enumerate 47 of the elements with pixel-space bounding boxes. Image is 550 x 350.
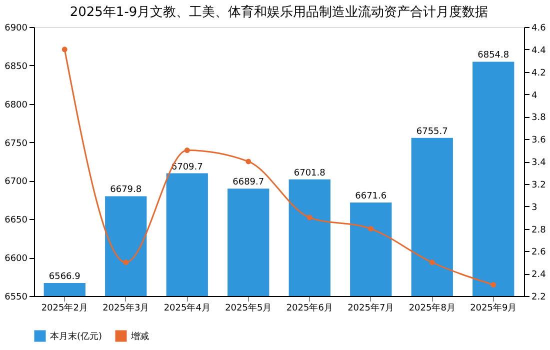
y2-tick-label: 4.2 [532,68,546,78]
y-tick-label: 6750 [4,138,28,149]
y2-tick-label: 3.2 [532,180,546,190]
x-tick-label: 2025年6月 [286,302,333,314]
point [123,260,129,266]
x-tick-label: 2025年5月 [225,302,272,314]
point [306,214,312,220]
y-tick-label: 6850 [4,62,28,72]
y-tick-label: 6800 [4,100,28,110]
y2-tick-label: 3 [532,202,538,213]
data-label: 6671.6 [355,192,387,202]
x-tick-label: 2025年2月 [41,302,88,314]
y2-tick-label: 2.6 [532,248,546,258]
y2-tick-label: 2.2 [532,292,546,302]
y-tick-label: 6600 [4,254,28,264]
x-tick-label: 2025年9月 [470,302,517,314]
y2-tick-label: 3.4 [532,158,546,168]
point [490,282,496,288]
y2-tick-label: 4.4 [532,46,546,56]
x-tick-label: 2025年7月 [348,302,394,314]
point [62,46,68,52]
y2-tick-label: 3.6 [532,136,546,146]
y2-tick-label: 2.4 [532,270,546,280]
x-tick-label: 2025年4月 [164,302,210,314]
data-label: 6854.8 [478,50,510,61]
chart-title: 2025年1-9月文教、工美、体育和娱乐用品制造业流动资产合计月度数据 [70,4,488,20]
data-label: 6755.7 [416,126,448,137]
y2-tick-label: 2.8 [532,225,546,236]
legend-label: 本月末(亿元) [50,331,102,342]
y-tick-label: 6650 [4,216,28,226]
legend-label: 增减 [130,331,149,342]
point [429,260,435,266]
data-label: 6689.7 [232,178,264,188]
x-tick-label: 2025年8月 [408,302,456,314]
y2-tick-label: 4.6 [532,24,546,34]
data-label: 6679.8 [110,185,142,196]
point [246,158,252,164]
x-tick-label: 2025年3月 [102,302,150,314]
y2-tick-label: 4 [532,90,538,101]
point [368,226,374,232]
y2-tick-label: 3.8 [532,113,546,124]
point [184,148,190,154]
y-tick-label: 6900 [4,24,28,34]
data-label: 6701.8 [294,168,326,178]
data-label: 6566.9 [48,272,81,282]
y-tick-label: 6550 [4,292,28,302]
y-tick-label: 6700 [4,177,28,188]
